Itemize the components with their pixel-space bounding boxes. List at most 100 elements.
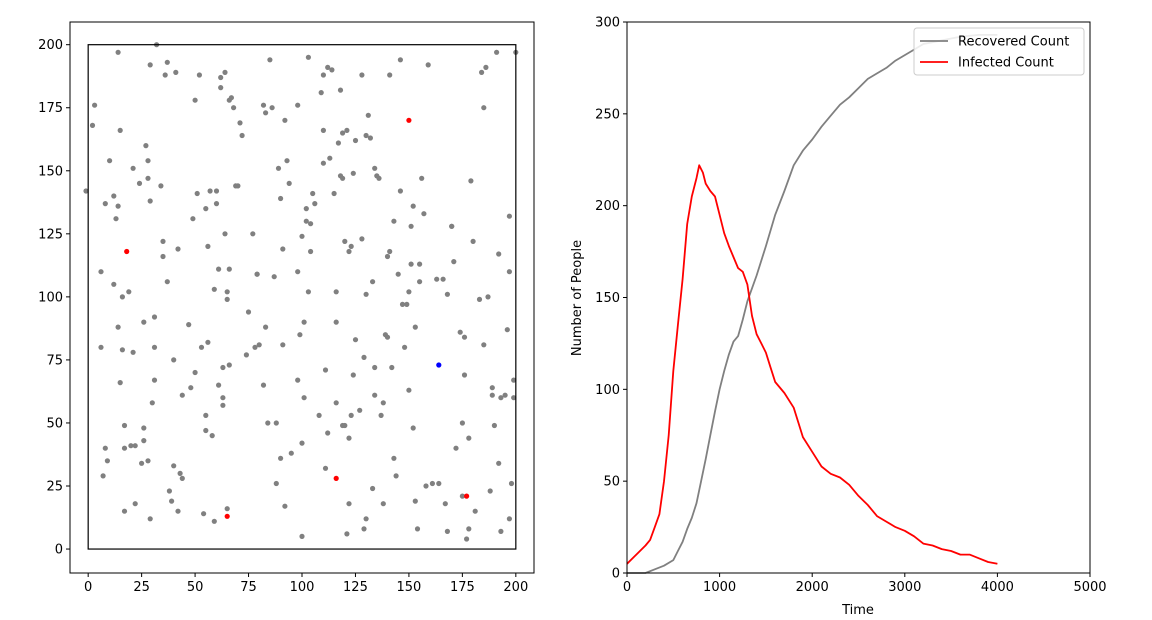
- boundary-box: [87, 44, 517, 550]
- scatter-point: [177, 470, 183, 476]
- y-tick-label: 0: [612, 567, 620, 582]
- scatter-point: [301, 319, 307, 325]
- scatter-point: [461, 372, 468, 378]
- scatter-point: [410, 203, 416, 209]
- scatter-point: [102, 445, 108, 451]
- scatter-point: [151, 377, 158, 383]
- scatter-point: [333, 289, 339, 295]
- scatter-point: [325, 64, 331, 70]
- scatter-point: [286, 180, 292, 186]
- x-tick-label: 0: [623, 580, 631, 595]
- scatter-point: [269, 105, 275, 111]
- scatter-point: [203, 412, 209, 418]
- scatter-point: [207, 188, 213, 194]
- scatter-point: [466, 526, 472, 532]
- scatter-point: [419, 175, 425, 181]
- scatter-point: [213, 188, 220, 194]
- scatter-point: [459, 493, 465, 499]
- scatter-point: [506, 269, 512, 275]
- y-tick-label: 100: [38, 290, 63, 305]
- legend-label: Recovered Count: [958, 35, 1069, 50]
- scatter-point: [506, 213, 512, 219]
- scatter-point: [115, 49, 121, 55]
- scatter-point: [100, 473, 106, 479]
- scatter-point: [363, 132, 369, 139]
- scatter-point: [196, 72, 202, 78]
- line-x-axis: 0 1000 2000 3000 4000 5000: [623, 573, 1107, 595]
- scatter-point: [348, 243, 354, 249]
- scatter-point: [139, 460, 145, 466]
- scatter-point: [205, 339, 211, 345]
- scatter-point: [201, 511, 207, 517]
- scatter-point: [506, 516, 512, 522]
- scatter-point: [228, 95, 234, 101]
- line-y-axis: 0 50 100 150 200 250 300: [595, 16, 627, 582]
- scatter-point: [126, 289, 132, 295]
- scatter-point: [278, 195, 284, 202]
- scatter-point: [361, 526, 367, 532]
- scatter-point: [352, 337, 359, 343]
- scatter-point: [361, 354, 367, 360]
- scatter-point: [318, 90, 324, 96]
- scatter-point: [305, 289, 311, 295]
- scatter-point: [288, 450, 294, 456]
- scatter-point: [387, 248, 393, 255]
- x-tick-label: 1000: [703, 580, 736, 595]
- scatter-point: [444, 528, 450, 535]
- scatter-point: [299, 233, 305, 239]
- scatter-point: [391, 218, 397, 224]
- scatter-point: [496, 251, 502, 257]
- scatter-point: [220, 395, 226, 401]
- scatter-point: [224, 513, 230, 519]
- scatter-points: [83, 42, 519, 542]
- scatter-point: [175, 508, 181, 514]
- scatter-point: [107, 158, 113, 164]
- scatter-point: [333, 319, 339, 325]
- scatter-point: [194, 190, 200, 197]
- scatter-point: [273, 420, 279, 426]
- scatter-point: [421, 211, 427, 217]
- scatter-point: [111, 281, 117, 287]
- scatter-point: [252, 344, 258, 350]
- scatter-point: [308, 248, 314, 255]
- scatter-point: [224, 296, 230, 302]
- scatter-point: [387, 72, 393, 78]
- scatter-point: [320, 160, 326, 166]
- scatter-point: [406, 289, 412, 295]
- scatter-point: [198, 344, 205, 350]
- scatter-point: [504, 327, 510, 333]
- y-tick-label: 200: [38, 38, 63, 53]
- scatter-point: [498, 528, 504, 535]
- scatter-panel: 0 25 50 75 100 125 150 175 200 0 25 50 75 100 125 150 1…: [38, 21, 535, 595]
- scatter-point: [470, 238, 476, 244]
- scatter-point: [423, 483, 429, 489]
- scatter-point: [132, 443, 138, 449]
- scatter-point: [143, 143, 149, 149]
- scatter-point: [481, 105, 487, 111]
- scatter-point: [417, 261, 423, 267]
- scatter-point: [372, 392, 378, 398]
- series-line-recovered-count: [627, 34, 998, 574]
- scatter-point: [231, 105, 237, 111]
- legend-label: Infected Count: [958, 56, 1054, 71]
- scatter-point: [282, 503, 288, 509]
- x-tick-label: 125: [343, 580, 368, 595]
- scatter-point: [320, 127, 326, 133]
- x-tick-label: 5000: [1073, 580, 1106, 595]
- scatter-point: [308, 221, 314, 227]
- scatter-point: [213, 201, 220, 207]
- scatter-point: [263, 110, 269, 116]
- y-tick-label: 300: [595, 16, 620, 31]
- scatter-point: [117, 127, 123, 133]
- scatter-point: [263, 324, 269, 330]
- x-tick-label: 100: [290, 580, 315, 595]
- legend-frame: [913, 27, 1085, 76]
- scatter-point: [391, 455, 397, 461]
- x-tick-label: 50: [187, 580, 204, 595]
- scatter-point: [363, 291, 369, 297]
- scatter-point: [397, 57, 403, 63]
- y-tick-label: 100: [595, 383, 620, 398]
- scatter-point: [436, 362, 442, 368]
- scatter-point: [301, 395, 307, 401]
